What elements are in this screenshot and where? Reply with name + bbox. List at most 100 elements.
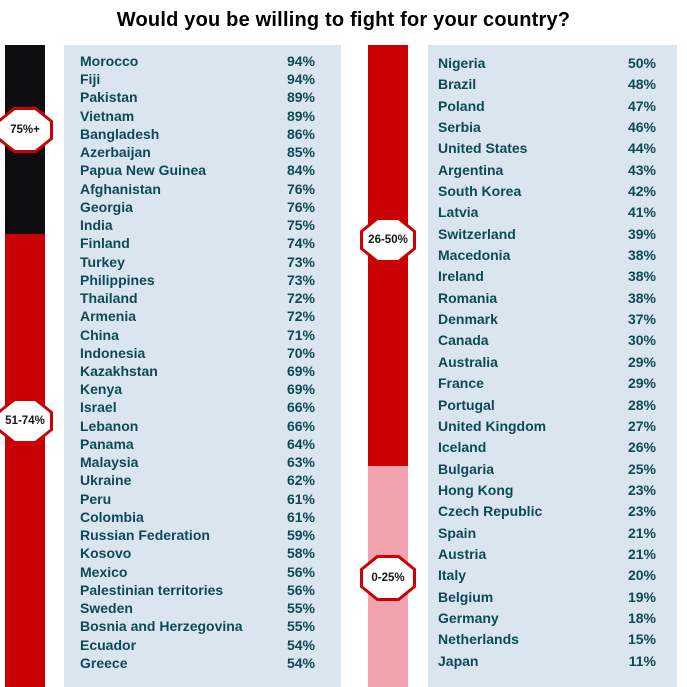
- list-item: Bulgaria 25%: [438, 461, 656, 477]
- percentage-value: 44%: [627, 140, 656, 157]
- country-label: Germany: [438, 609, 499, 626]
- percentage-value: 38%: [627, 268, 656, 285]
- percentage-value: 84%: [286, 162, 315, 179]
- list-item: Canada 30%: [438, 332, 656, 348]
- list-item: Palestinian territories 56%: [80, 582, 315, 598]
- country-label: Switzerland: [438, 225, 516, 242]
- country-label: Russian Federation: [80, 527, 210, 544]
- list-item: Argentina 43%: [438, 162, 656, 178]
- country-label: Canada: [438, 332, 489, 349]
- country-label: China: [80, 326, 119, 343]
- country-label: Serbia: [438, 119, 481, 136]
- list-item: Kenya 69%: [80, 381, 315, 397]
- country-label: Bosnia and Herzegovina: [80, 618, 243, 635]
- badge-0-25: 0-25%: [360, 555, 416, 601]
- percentage-value: 76%: [286, 180, 315, 197]
- country-label: France: [438, 375, 484, 392]
- percentage-value: 55%: [286, 618, 315, 635]
- percentage-value: 41%: [627, 204, 656, 221]
- percentage-value: 71%: [286, 326, 315, 343]
- country-label: Japan: [438, 652, 479, 669]
- percentage-value: 28%: [627, 396, 656, 413]
- country-label: Thailand: [80, 290, 138, 307]
- list-item: Mexico 56%: [80, 564, 315, 580]
- percentage-value: 30%: [627, 332, 656, 349]
- list-item: Netherlands 15%: [438, 631, 656, 647]
- percentage-value: 56%: [286, 581, 315, 598]
- country-label: Ecuador: [80, 636, 137, 653]
- list-item: Romania 38%: [438, 290, 656, 306]
- list-item: France 29%: [438, 375, 656, 391]
- percentage-value: 72%: [286, 308, 315, 325]
- badge-51-74: 51-74%: [0, 398, 53, 444]
- badge-75-plus: 75%+: [0, 107, 53, 153]
- list-item: Iceland 26%: [438, 439, 656, 455]
- country-label: Colombia: [80, 508, 144, 525]
- octagon-face: 51-74%: [0, 401, 50, 441]
- list-item: Russian Federation 59%: [80, 527, 315, 543]
- percentage-value: 27%: [627, 417, 656, 434]
- list-item: Malaysia 63%: [80, 454, 315, 470]
- list-item: Thailand 72%: [80, 290, 315, 306]
- percentage-value: 61%: [286, 508, 315, 525]
- country-label: Philippines: [80, 271, 155, 288]
- list-item: Colombia 61%: [80, 509, 315, 525]
- list-item: Hong Kong 23%: [438, 482, 656, 498]
- list-item: Finland 74%: [80, 235, 315, 251]
- country-label: Azerbaijan: [80, 144, 151, 161]
- list-item: Ukraine 62%: [80, 472, 315, 488]
- badge-label: 26-50%: [368, 234, 408, 246]
- list-item: Fiji 94%: [80, 71, 315, 87]
- right-country-list: Nigeria 50% Brazil 48% Poland 47% Serbia 46% Uni…: [428, 45, 677, 687]
- country-label: Macedonia: [438, 247, 511, 264]
- percentage-value: 42%: [627, 183, 656, 200]
- octagon-face: 75%+: [0, 110, 50, 150]
- country-label: Australia: [438, 353, 498, 370]
- country-label: Finland: [80, 235, 130, 252]
- country-label: Spain: [438, 524, 477, 541]
- country-label: Netherlands: [438, 631, 519, 648]
- list-item: Serbia 46%: [438, 119, 656, 135]
- badge-label: 51-74%: [5, 415, 45, 427]
- list-item: Portugal 28%: [438, 397, 656, 413]
- list-item: Germany 18%: [438, 610, 656, 626]
- percentage-value: 56%: [286, 563, 315, 580]
- country-label: Afghanistan: [80, 180, 161, 197]
- list-item: Switzerland 39%: [438, 226, 656, 242]
- list-item: Macedonia 38%: [438, 247, 656, 263]
- list-item: Panama 64%: [80, 436, 315, 452]
- country-label: United Kingdom: [438, 417, 547, 434]
- list-item: Bosnia and Herzegovina 55%: [80, 618, 315, 634]
- percentage-value: 21%: [627, 524, 656, 541]
- percentage-value: 61%: [286, 490, 315, 507]
- country-label: Turkey: [80, 253, 125, 270]
- percentage-value: 20%: [627, 567, 656, 584]
- country-label: Sweden: [80, 600, 133, 617]
- list-item: Morocco 94%: [80, 53, 315, 69]
- list-item: Denmark 37%: [438, 311, 656, 327]
- percentage-value: 85%: [286, 144, 315, 161]
- percentage-value: 74%: [286, 235, 315, 252]
- percentage-value: 86%: [286, 125, 315, 142]
- list-item: South Korea 42%: [438, 183, 656, 199]
- percentage-value: 59%: [286, 527, 315, 544]
- percentage-value: 46%: [627, 119, 656, 136]
- country-label: Armenia: [80, 308, 137, 325]
- list-item: Greece 54%: [80, 655, 315, 671]
- percentage-value: 70%: [286, 344, 315, 361]
- percentage-value: 69%: [286, 381, 315, 398]
- list-item: Brazil 48%: [438, 76, 656, 92]
- percentage-value: 29%: [627, 375, 656, 392]
- percentage-value: 62%: [286, 472, 315, 489]
- list-item: Bangladesh 86%: [80, 126, 315, 142]
- left-range-bar: 75%+ 51-74%: [0, 45, 53, 687]
- country-label: Peru: [80, 490, 112, 507]
- badge-label: 0-25%: [371, 572, 405, 584]
- page-title: Would you be willing to fight for your c…: [116, 9, 571, 31]
- percentage-value: 89%: [286, 89, 315, 106]
- percentage-value: 29%: [627, 353, 656, 370]
- percentage-value: 15%: [627, 631, 656, 648]
- list-item: Kazakhstan 69%: [80, 363, 315, 379]
- list-item: Turkey 73%: [80, 254, 315, 270]
